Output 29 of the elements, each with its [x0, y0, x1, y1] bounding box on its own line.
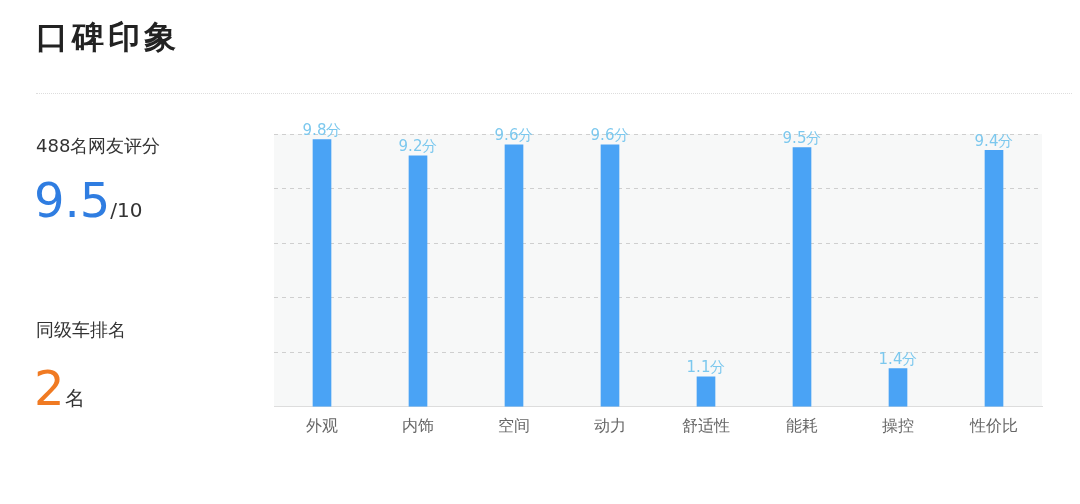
x-tick-label: 空间 — [498, 415, 530, 435]
text: 同级车排名 — [36, 318, 126, 342]
bar — [504, 144, 524, 407]
bar — [600, 144, 620, 407]
data-label: 9.2分 — [398, 137, 438, 156]
bar — [888, 368, 908, 407]
bar — [984, 150, 1004, 407]
data-label: 1.1分 — [686, 358, 726, 377]
data-label: 9.5分 — [782, 129, 822, 148]
data-label: 9.8分 — [302, 120, 342, 139]
chart-title: 口碑印象 — [36, 17, 180, 58]
data-label: 9.6分 — [590, 126, 630, 145]
data-label: 1.4分 — [878, 350, 918, 368]
x-tick-label: 动力 — [594, 415, 626, 435]
data-label: 9.4分 — [974, 131, 1014, 150]
bar — [696, 376, 716, 407]
bar — [792, 147, 812, 407]
x-tick-label: 内饰 — [402, 415, 434, 435]
text: 2名 — [34, 360, 85, 416]
x-tick-label: 外观 — [306, 415, 338, 435]
x-tick-label: 舒适性 — [682, 415, 730, 435]
text: 9.5/10 — [34, 172, 143, 228]
x-tick-label: 性价比 — [969, 415, 1018, 435]
x-tick-label: 能耗 — [786, 415, 818, 435]
text: 488名网友评分 — [36, 134, 161, 158]
x-tick-label: 操控 — [882, 415, 914, 435]
data-label: 9.6分 — [494, 126, 534, 145]
bar — [408, 155, 428, 407]
bar — [312, 139, 332, 407]
